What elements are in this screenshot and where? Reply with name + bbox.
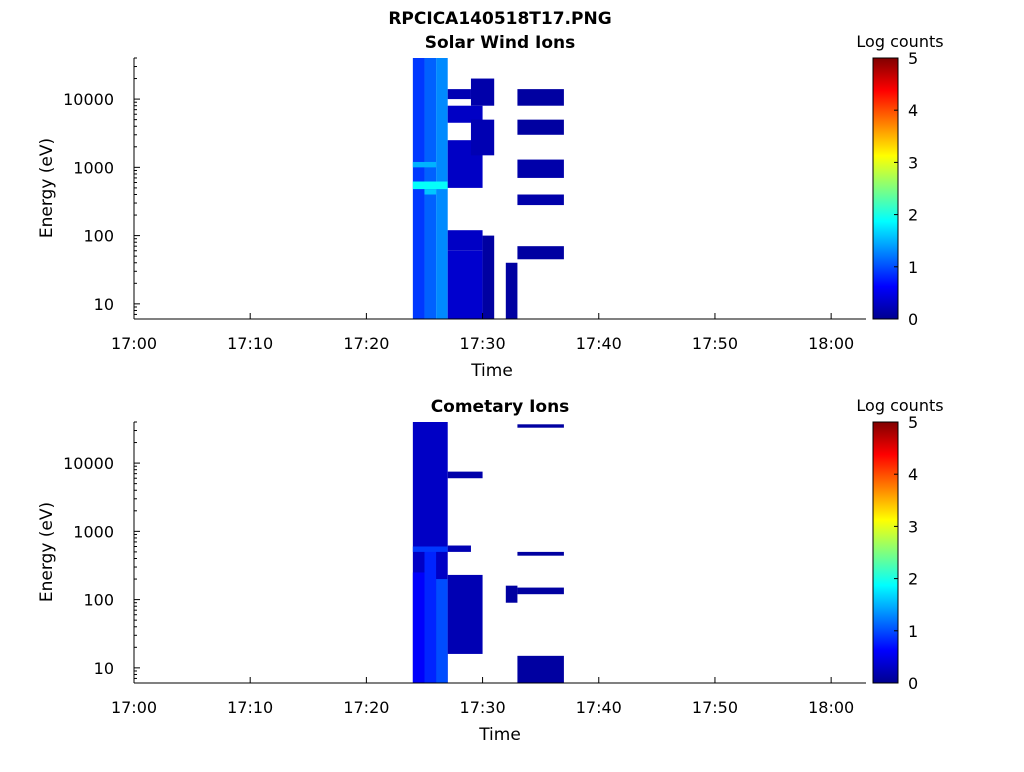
heatmap-cell <box>517 655 564 683</box>
heatmap-cells <box>412 422 564 683</box>
colorbar-tick-label: 0 <box>908 674 918 693</box>
heatmap-cell <box>447 89 471 100</box>
y-tick-label: 10 <box>94 295 114 314</box>
x-axis-label: Time <box>478 725 521 745</box>
heatmap-cell <box>447 105 483 123</box>
colorbar-tick-label: 0 <box>908 310 918 329</box>
colorbar-tick-label: 4 <box>908 465 918 484</box>
heatmap-cell <box>424 189 437 195</box>
heatmap-cells <box>412 58 564 319</box>
x-tick-label: 18:00 <box>808 698 854 717</box>
solar-wind-panel: Solar Wind Ions Log counts Time Energy (… <box>37 32 944 381</box>
heatmap-cell <box>505 585 518 603</box>
heatmap-cell <box>412 572 425 683</box>
x-tick-label: 17:30 <box>460 334 506 353</box>
y-axis-label: Energy (eV) <box>37 138 57 238</box>
y-tick-label: 10000 <box>63 90 114 109</box>
colorbar <box>872 57 899 320</box>
heatmap-cell <box>412 546 448 552</box>
colorbar-tick-label: 3 <box>908 153 918 172</box>
colorbar-tick-label: 1 <box>908 622 918 641</box>
colorbar-tick-label: 5 <box>908 49 918 68</box>
colorbar-tick-label: 3 <box>908 517 918 536</box>
x-tick-label: 17:20 <box>343 698 389 717</box>
heatmap-cell <box>447 574 483 654</box>
x-tick-label: 17:30 <box>460 698 506 717</box>
x-tick-label: 17:10 <box>227 334 273 353</box>
x-tick-label: 17:40 <box>576 698 622 717</box>
x-tick-label: 17:00 <box>111 698 157 717</box>
figure-title: RPCICA140518T17.PNG <box>388 9 611 29</box>
y-tick-label: 100 <box>83 591 114 610</box>
heatmap-cell <box>517 587 564 595</box>
y-tick-label: 1000 <box>73 522 114 541</box>
colorbar-tick-label: 2 <box>908 206 918 225</box>
heatmap-cell <box>412 181 448 190</box>
x-tick-label: 17:50 <box>692 698 738 717</box>
colorbar-tick-label: 4 <box>908 101 918 120</box>
heatmap-cell <box>517 246 564 260</box>
y-tick-label: 10000 <box>63 454 114 473</box>
x-tick-label: 17:10 <box>227 698 273 717</box>
heatmap-cell <box>517 159 564 178</box>
heatmap-cell <box>447 471 483 479</box>
heatmap-cell <box>470 78 495 106</box>
heatmap-cell <box>436 579 448 683</box>
heatmap-cell <box>470 119 495 156</box>
heatmap-cell <box>517 194 564 206</box>
x-tick-label: 17:40 <box>576 334 622 353</box>
heatmap-cell <box>447 250 483 319</box>
x-tick-label: 17:20 <box>343 334 389 353</box>
colorbar-tick-label: 1 <box>908 258 918 277</box>
colorbar <box>872 421 899 684</box>
y-axis-label: Energy (eV) <box>37 502 57 602</box>
cometary-panel: Cometary Ions Log counts Time Energy (eV… <box>37 396 944 745</box>
heatmap-cell <box>424 546 437 683</box>
chart-title: Cometary Ions <box>431 397 570 417</box>
colorbar-label: Log counts <box>856 32 943 51</box>
y-tick-label: 100 <box>83 227 114 246</box>
chart-title: Solar Wind Ions <box>425 33 576 53</box>
heatmap-cell <box>412 161 437 168</box>
x-axis-label: Time <box>470 361 513 381</box>
heatmap-cell <box>517 89 564 106</box>
x-tick-label: 18:00 <box>808 334 854 353</box>
heatmap-cell <box>517 424 564 428</box>
y-tick-label: 10 <box>94 659 114 678</box>
x-tick-label: 17:50 <box>692 334 738 353</box>
heatmap-cell <box>517 119 564 135</box>
y-tick-label: 1000 <box>73 158 114 177</box>
x-tick-label: 17:00 <box>111 334 157 353</box>
colorbar-label: Log counts <box>856 396 943 415</box>
heatmap-cell <box>447 545 471 552</box>
heatmap-cell <box>505 262 518 319</box>
colorbar-tick-label: 5 <box>908 413 918 432</box>
colorbar-tick-label: 2 <box>908 570 918 589</box>
heatmap-cell <box>447 230 483 251</box>
heatmap-cell <box>517 551 564 556</box>
heatmap-cell <box>482 235 495 319</box>
